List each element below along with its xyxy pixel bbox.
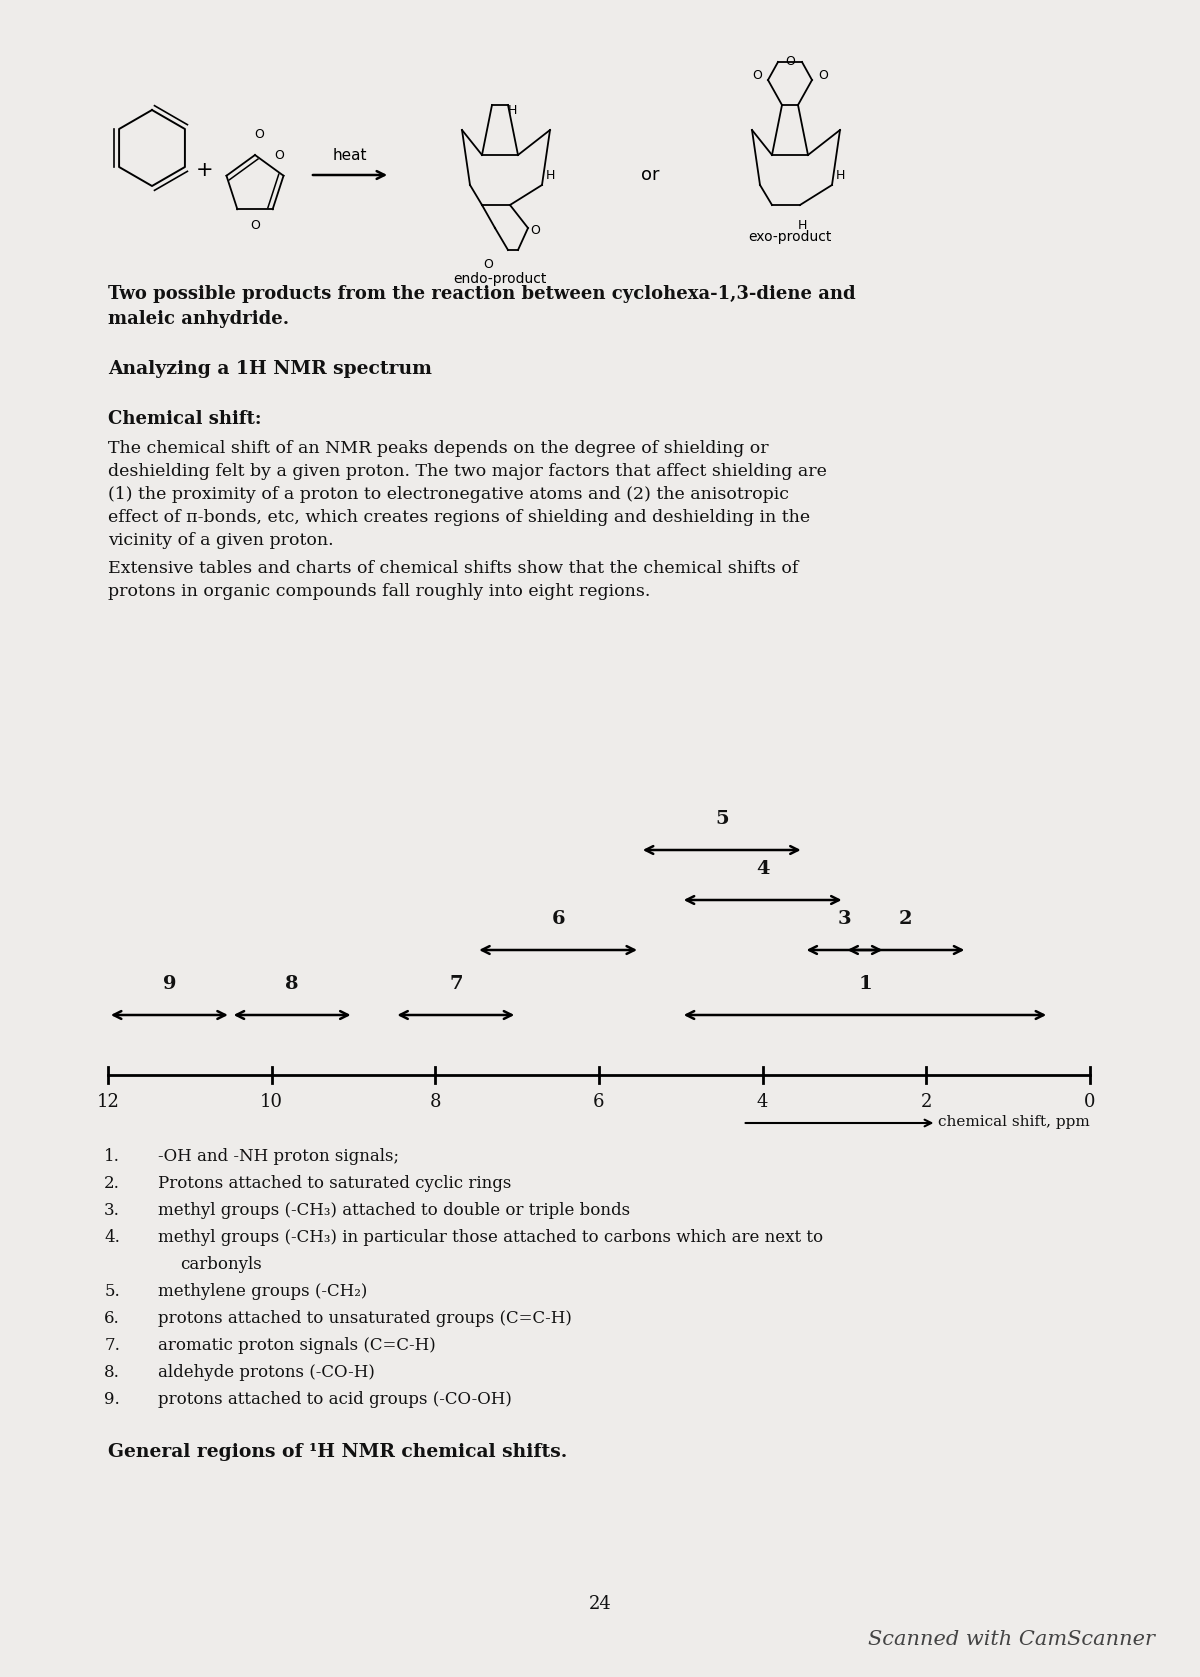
Text: 2.: 2. xyxy=(104,1176,120,1192)
Text: carbonyls: carbonyls xyxy=(180,1256,262,1273)
Text: O: O xyxy=(254,127,264,141)
Text: Chemical shift:: Chemical shift: xyxy=(108,409,262,428)
Text: 3.: 3. xyxy=(104,1202,120,1219)
Text: 0: 0 xyxy=(1085,1093,1096,1110)
Text: 6: 6 xyxy=(593,1093,605,1110)
Text: 9: 9 xyxy=(163,974,176,993)
Text: 1: 1 xyxy=(858,974,872,993)
Text: or: or xyxy=(641,166,659,184)
Text: 5.: 5. xyxy=(104,1283,120,1300)
Text: Protons attached to saturated cyclic rings: Protons attached to saturated cyclic rin… xyxy=(158,1176,511,1192)
Text: protons attached to acid groups (-CO-OH): protons attached to acid groups (-CO-OH) xyxy=(158,1390,512,1409)
Text: protons in organic compounds fall roughly into eight regions.: protons in organic compounds fall roughl… xyxy=(108,584,650,600)
Text: 2: 2 xyxy=(920,1093,932,1110)
Text: 24: 24 xyxy=(589,1595,611,1613)
Text: methyl groups (-CH₃) in particular those attached to carbons which are next to: methyl groups (-CH₃) in particular those… xyxy=(158,1229,823,1246)
Text: (1) the proximity of a proton to electronegative atoms and (2) the anisotropic: (1) the proximity of a proton to electro… xyxy=(108,486,790,503)
Text: aromatic proton signals (C=C-H): aromatic proton signals (C=C-H) xyxy=(158,1337,436,1353)
Text: General regions of ¹H NMR chemical shifts.: General regions of ¹H NMR chemical shift… xyxy=(108,1442,568,1461)
Text: +: + xyxy=(196,159,214,179)
Text: 8: 8 xyxy=(430,1093,442,1110)
Text: Two possible products from the reaction between cyclohexa-1,3-diene and
maleic a: Two possible products from the reaction … xyxy=(108,285,856,329)
Text: 4: 4 xyxy=(757,1093,768,1110)
Text: methyl groups (-CH₃) attached to double or triple bonds: methyl groups (-CH₃) attached to double … xyxy=(158,1202,630,1219)
Text: H: H xyxy=(836,168,845,181)
Text: 8.: 8. xyxy=(104,1363,120,1380)
Text: effect of π-bonds, etc, which creates regions of shielding and deshielding in th: effect of π-bonds, etc, which creates re… xyxy=(108,510,810,527)
Text: protons attached to unsaturated groups (C=C-H): protons attached to unsaturated groups (… xyxy=(158,1310,572,1327)
Text: chemical shift, ppm: chemical shift, ppm xyxy=(938,1115,1090,1129)
Text: Extensive tables and charts of chemical shifts show that the chemical shifts of: Extensive tables and charts of chemical … xyxy=(108,560,798,577)
Text: 6: 6 xyxy=(551,911,565,927)
Text: methylene groups (-CH₂): methylene groups (-CH₂) xyxy=(158,1283,367,1300)
Text: 7: 7 xyxy=(449,974,462,993)
Text: 2: 2 xyxy=(899,911,913,927)
Text: -OH and -NH proton signals;: -OH and -NH proton signals; xyxy=(158,1149,398,1166)
Text: aldehyde protons (-CO-H): aldehyde protons (-CO-H) xyxy=(158,1363,374,1380)
Text: H: H xyxy=(798,218,808,231)
Text: deshielding felt by a given proton. The two major factors that affect shielding : deshielding felt by a given proton. The … xyxy=(108,463,827,480)
Text: 7.: 7. xyxy=(104,1337,120,1353)
Text: 9.: 9. xyxy=(104,1390,120,1409)
Text: H: H xyxy=(508,104,517,116)
Text: 6.: 6. xyxy=(104,1310,120,1327)
Text: The chemical shift of an NMR peaks depends on the degree of shielding or: The chemical shift of an NMR peaks depen… xyxy=(108,439,769,458)
Text: O: O xyxy=(250,220,260,233)
Text: 12: 12 xyxy=(96,1093,120,1110)
Text: O: O xyxy=(484,258,493,272)
Text: Scanned with CamScanner: Scanned with CamScanner xyxy=(868,1630,1154,1648)
Text: O: O xyxy=(752,69,762,82)
Text: O: O xyxy=(530,223,540,236)
Text: 4.: 4. xyxy=(104,1229,120,1246)
Text: H: H xyxy=(546,168,556,181)
Text: vicinity of a given proton.: vicinity of a given proton. xyxy=(108,532,334,548)
Text: Analyzing a 1H NMR spectrum: Analyzing a 1H NMR spectrum xyxy=(108,361,432,377)
Text: 1.: 1. xyxy=(104,1149,120,1166)
Text: exo-product: exo-product xyxy=(749,230,832,243)
Text: O: O xyxy=(275,149,284,161)
Text: 4: 4 xyxy=(756,860,769,879)
Text: 3: 3 xyxy=(838,911,851,927)
Text: 10: 10 xyxy=(260,1093,283,1110)
Text: heat: heat xyxy=(332,148,367,163)
Text: endo-product: endo-product xyxy=(454,272,547,287)
Text: O: O xyxy=(818,69,828,82)
Text: 8: 8 xyxy=(286,974,299,993)
Text: O: O xyxy=(785,55,794,69)
Text: 5: 5 xyxy=(715,810,728,828)
